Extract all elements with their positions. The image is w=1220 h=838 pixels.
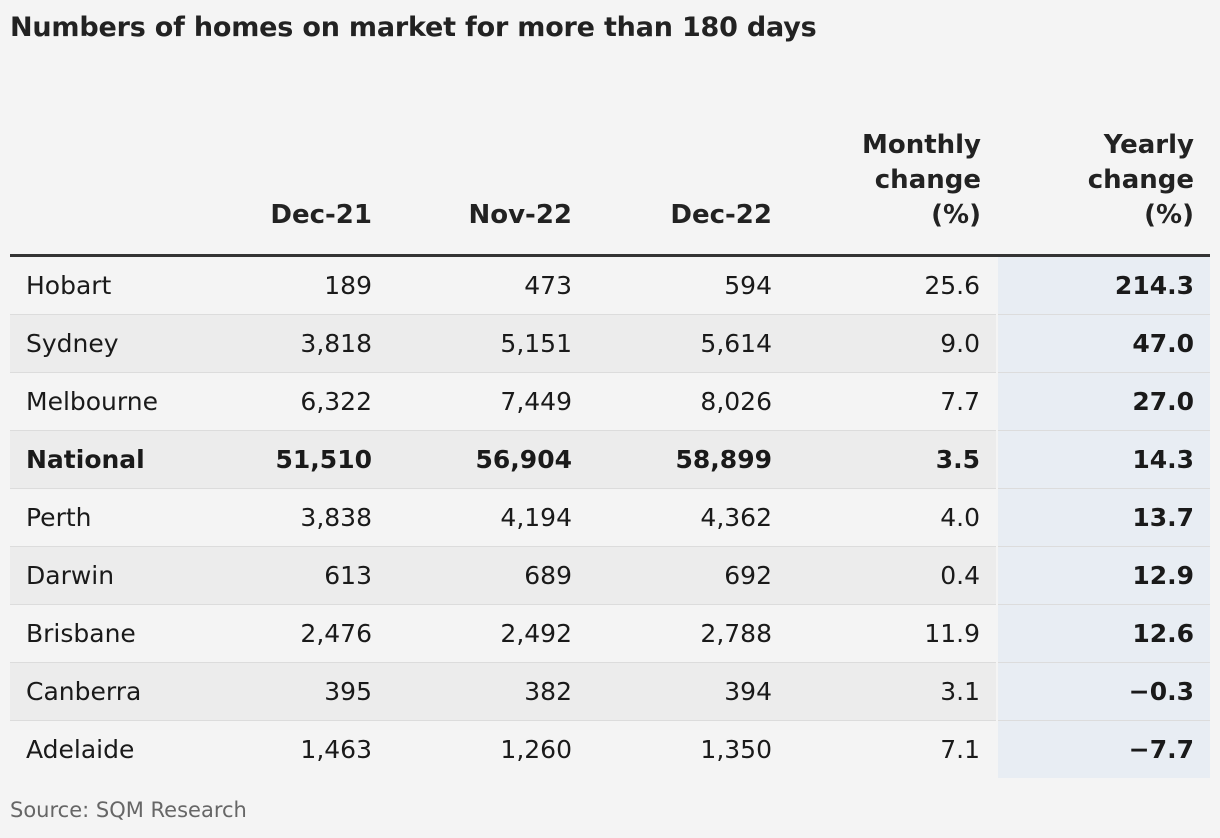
cell-dec22: 4,362 <box>588 488 788 547</box>
cell-nov22: 382 <box>388 662 588 721</box>
cell-nov22: 7,449 <box>388 372 588 431</box>
table-body: Hobart 189 473 594 25.6 214.3 Sydney 3,818 5,151… <box>10 255 1210 778</box>
cell-nov22: 56,904 <box>388 430 588 489</box>
cell-nov22: 2,492 <box>388 604 588 663</box>
cell-dec22: 58,899 <box>588 430 788 489</box>
cell-yearly: 14.3 <box>996 430 1210 489</box>
cell-monthly: 9.0 <box>788 314 997 373</box>
header-dec22: Dec-22 <box>588 105 788 257</box>
cell-yearly: 214.3 <box>996 255 1210 315</box>
cell-dec21: 2,476 <box>210 604 388 663</box>
cell-yearly: 12.6 <box>996 604 1210 663</box>
cell-city: National <box>10 430 210 489</box>
cell-city: Sydney <box>10 314 210 373</box>
header-monthly-line3: (%) <box>931 200 981 230</box>
header-monthly-line2: change <box>874 165 981 195</box>
cell-yearly: 12.9 <box>996 546 1210 605</box>
header-row: Dec-21 Nov-22 Dec-22 Monthly change (%) … <box>10 105 1210 257</box>
cell-monthly: 7.1 <box>788 720 997 778</box>
cell-dec22: 5,614 <box>588 314 788 373</box>
cell-monthly: 3.1 <box>788 662 997 721</box>
source-note: Source: SQM Research <box>10 798 247 822</box>
chart-title: Numbers of homes on market for more than… <box>10 12 817 43</box>
cell-monthly: 7.7 <box>788 372 997 431</box>
cell-nov22: 4,194 <box>388 488 588 547</box>
cell-nov22: 689 <box>388 546 588 605</box>
cell-dec22: 8,026 <box>588 372 788 431</box>
cell-monthly: 11.9 <box>788 604 997 663</box>
cell-yearly: 47.0 <box>996 314 1210 373</box>
cell-monthly: 4.0 <box>788 488 997 547</box>
cell-monthly: 3.5 <box>788 430 997 489</box>
cell-city: Perth <box>10 488 210 547</box>
cell-dec21: 613 <box>210 546 388 605</box>
header-yearly-line3: (%) <box>1144 200 1194 230</box>
data-table: Dec-21 Nov-22 Dec-22 Monthly change (%) … <box>10 105 1210 778</box>
cell-monthly: 0.4 <box>788 546 997 605</box>
cell-city: Hobart <box>10 255 210 315</box>
cell-city: Brisbane <box>10 604 210 663</box>
cell-dec22: 692 <box>588 546 788 605</box>
cell-yearly: −0.3 <box>996 662 1210 721</box>
cell-city: Canberra <box>10 662 210 721</box>
header-dec21: Dec-21 <box>210 105 388 257</box>
cell-nov22: 473 <box>388 255 588 315</box>
cell-dec21: 189 <box>210 255 388 315</box>
cell-nov22: 1,260 <box>388 720 588 778</box>
table-row: Perth 3,838 4,194 4,362 4.0 13.7 <box>10 488 1210 547</box>
table-row: Melbourne 6,322 7,449 8,026 7.7 27.0 <box>10 372 1210 431</box>
cell-city: Darwin <box>10 546 210 605</box>
table-row: Sydney 3,818 5,151 5,614 9.0 47.0 <box>10 314 1210 373</box>
table-row: National 51,510 56,904 58,899 3.5 14.3 <box>10 430 1210 489</box>
cell-dec22: 1,350 <box>588 720 788 778</box>
cell-city: Melbourne <box>10 372 210 431</box>
table-row: Canberra 395 382 394 3.1 −0.3 <box>10 662 1210 721</box>
table-row: Adelaide 1,463 1,260 1,350 7.1 −7.7 <box>10 720 1210 778</box>
header-yearly-change: Yearly change (%) <box>997 105 1210 257</box>
header-city <box>10 105 210 257</box>
table-row: Darwin 613 689 692 0.4 12.9 <box>10 546 1210 605</box>
cell-yearly: −7.7 <box>996 720 1210 778</box>
table-row: Hobart 189 473 594 25.6 214.3 <box>10 255 1210 315</box>
cell-monthly: 25.6 <box>788 255 997 315</box>
table-header: Dec-21 Nov-22 Dec-22 Monthly change (%) … <box>10 105 1210 257</box>
header-monthly-change: Monthly change (%) <box>788 105 997 257</box>
cell-dec21: 51,510 <box>210 430 388 489</box>
cell-dec21: 3,818 <box>210 314 388 373</box>
cell-dec21: 1,463 <box>210 720 388 778</box>
cell-dec22: 594 <box>588 255 788 315</box>
header-nov22: Nov-22 <box>388 105 588 257</box>
cell-dec21: 3,838 <box>210 488 388 547</box>
cell-dec22: 394 <box>588 662 788 721</box>
header-yearly-line1: Yearly <box>1103 130 1194 160</box>
cell-dec22: 2,788 <box>588 604 788 663</box>
cell-dec21: 395 <box>210 662 388 721</box>
header-monthly-line1: Monthly <box>861 130 981 160</box>
cell-yearly: 13.7 <box>996 488 1210 547</box>
header-yearly-line2: change <box>1087 165 1194 195</box>
cell-city: Adelaide <box>10 720 210 778</box>
cell-yearly: 27.0 <box>996 372 1210 431</box>
cell-dec21: 6,322 <box>210 372 388 431</box>
table-row: Brisbane 2,476 2,492 2,788 11.9 12.6 <box>10 604 1210 663</box>
cell-nov22: 5,151 <box>388 314 588 373</box>
